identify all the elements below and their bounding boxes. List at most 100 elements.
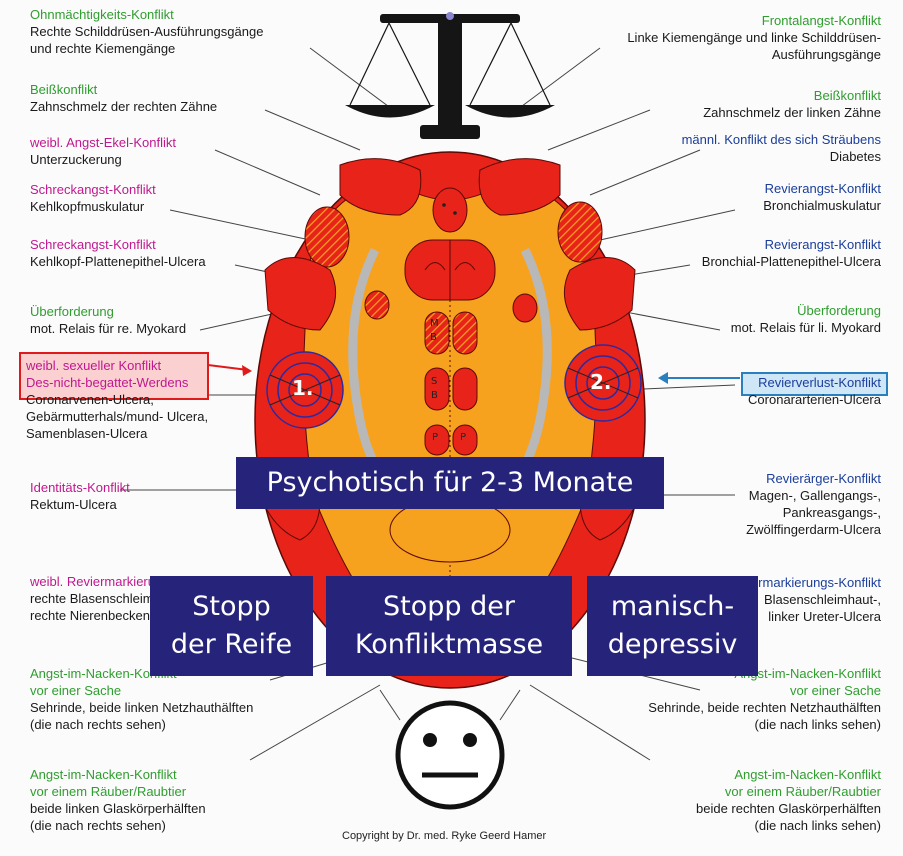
left-label-3: weibl. Angst-Ekel-Konflikt Unterzuckerun… [30,134,176,168]
label-desc: Blasenschleimhaut-, [763,592,881,607]
label-desc: Coronarvenen-Ulcera, [26,392,154,407]
right-label-11: Angst-im-Nacken-Konflikt vor einem Räube… [696,766,881,834]
left-label-6: Überforderung mot. Relais für re. Myokar… [30,303,186,337]
left-label-10: Angst-im-Nacken-Konflikt vor einer Sache… [30,665,253,733]
label-desc: Rektum-Ulcera [30,497,117,512]
left-label-1: Ohnmächtigkeits-Konflikt Rechte Schilddr… [30,6,263,57]
stop-conflict-line-2: Konfliktmasse [354,629,544,660]
label-title: Überforderung [797,303,881,318]
label-title: Schreckangst-Konflikt [30,237,156,252]
label-desc: (die nach rechts sehen) [30,717,166,732]
label-desc: Samenblasen-Ulcera [26,426,148,441]
marker-two: 2. [590,370,612,394]
label-desc: Pankreasgangs-, [782,505,881,520]
blue-arrow [658,372,740,384]
label-title: Beißkonflikt [30,82,98,97]
label-desc: mot. Relais für li. Myokard [730,320,881,335]
left-label-8: Identitäts-Konflikt Rektum-Ulcera [30,479,130,513]
label-title: Revierärger-Konflikt [766,471,881,486]
label-desc: Diabetes [829,149,881,164]
label-desc: Coronararterien-Ulcera [748,392,881,407]
label-desc: (die nach rechts sehen) [30,818,166,833]
label-desc: Gebärmutterhals/mund- Ulcera, [26,409,209,424]
label-title: Angst-im-Nacken-Konflikt [734,666,881,681]
label-title-2: Des-nicht-begattet-Werdens [26,375,189,390]
label-title: Ohnmächtigkeits-Konflikt [30,7,174,22]
label-title: männl. Konflikt des sich Sträubens [681,132,881,147]
label-title-2: vor einem Räuber/Raubtier [724,784,881,799]
label-title: Revierangst-Konflikt [764,237,881,252]
p-label-right: P [460,432,467,443]
label-desc: Sehrinde, beide linken Netzhauthälften [30,700,254,715]
stop-maturity-line-1: Stopp [192,591,271,622]
label-title: Angst-im-Nacken-Konflikt [30,666,177,681]
left-label-2: Beißkonflikt Zahnschmelz der rechten Zäh… [30,81,217,115]
manic-line-2: depressiv [607,629,738,660]
stop-conflict-box: Stopp der Konfliktmasse [326,576,572,676]
label-desc: Ausführungsgänge [771,47,881,62]
label-desc: rechte Blasenschleimhaut-, [30,591,187,606]
label-desc: Kehlkopfmuskulatur [30,199,145,214]
sb-label: S B [431,376,450,401]
label-title-2: vor einer Sache [789,683,881,698]
right-label-2: Beißkonflikt Zahnschmelz der linken Zähn… [703,87,881,121]
stop-maturity-line-2: der Reife [170,629,293,660]
label-desc: linker Ureter-Ulcera [768,609,881,624]
left-label-5: Schreckangst-Konflikt Kehlkopf-Plattenep… [30,236,206,270]
right-target [564,344,642,422]
right-label-5: Revierangst-Konflikt Bronchial-Plattenep… [702,236,881,270]
neutral-face-icon [395,700,505,810]
left-label-4: Schreckangst-Konflikt Kehlkopfmuskulatur [30,181,156,215]
label-title: Revierverlust-Konflikt [758,375,881,390]
label-desc: (die nach links sehen) [754,717,881,732]
right-label-7: Revierverlust-Konflikt Coronararterien-U… [748,374,881,408]
copyright: Copyright by Dr. med. Ryke Geerd Hamer [342,830,547,842]
psychotic-text: Psychotisch für 2-3 Monate [266,467,634,498]
label-desc: Linke Kiemengänge und linke Schilddrüsen… [627,30,881,45]
manic-line-1: manisch- [610,591,735,622]
label-title: Schreckangst-Konflikt [30,182,156,197]
stop-maturity-box: Stopp der Reife [150,576,313,676]
label-desc: (die nach links sehen) [754,818,881,833]
label-title: Beißkonflikt [813,88,881,103]
label-desc: und rechte Kiemengänge [30,41,176,56]
label-title: weibl. sexueller Konflikt [26,358,162,373]
right-label-3: männl. Konflikt des sich Sträubens Diabe… [682,131,881,165]
p-label-left: P [432,432,439,443]
highlight-female-sexual-conflict [19,352,209,400]
label-desc: beide rechten Glaskörperhälften [695,801,881,816]
label-title: Revierangst-Konflikt [764,181,881,196]
left-label-11: Angst-im-Nacken-Konflikt vor einem Räube… [30,766,206,834]
label-desc: Sehrinde, beide rechten Netzhauthälften [648,700,881,715]
label-desc: beide linken Glaskörperhälften [30,801,206,816]
label-desc: Unterzuckerung [30,152,122,167]
label-desc: Zahnschmelz der rechten Zähne [30,99,218,114]
label-title: Identitäts-Konflikt [30,480,130,495]
label-desc: Bronchialmuskulatur [763,198,881,213]
leader-lines [120,47,741,761]
right-label-6: Überforderung mot. Relais für li. Myokar… [731,302,881,336]
right-label-8: Revierärger-Konflikt Magen-, Gallengangs… [746,470,881,538]
mb-label: M B [430,318,451,343]
label-desc: Bronchial-Plattenepithel-Ulcera [701,254,881,269]
label-title-2: vor einem Räuber/Raubtier [30,784,187,799]
label-title-2: vor einer Sache [30,683,122,698]
label-title: Angst-im-Nacken-Konflikt [734,767,881,782]
right-label-1: Frontalangst-Konflikt Linke Kiemengänge … [627,12,881,63]
red-arrow [207,364,252,376]
label-title: Frontalangst-Konflikt [761,13,881,28]
left-target [266,351,344,429]
label-title: weibl. Angst-Ekel-Konflikt [30,135,176,150]
highlight-territory-loss [741,372,888,396]
label-desc: Kehlkopf-Plattenepithel-Ulcera [30,254,206,269]
marker-one: 1. [292,376,314,400]
scale-icon [345,12,555,139]
manic-box: manisch- depressiv [587,576,758,676]
label-title: Angst-im-Nacken-Konflikt [30,767,177,782]
psychotic-banner: Psychotisch für 2-3 Monate [236,457,664,509]
left-label-7: weibl. sexueller Konflikt Des-nicht-bega… [26,357,208,442]
label-desc: mot. Relais für re. Myokard [30,321,187,336]
right-label-10: Angst-im-Nacken-Konflikt vor einer Sache… [648,665,881,733]
stop-conflict-line-1: Stopp der [383,591,515,622]
